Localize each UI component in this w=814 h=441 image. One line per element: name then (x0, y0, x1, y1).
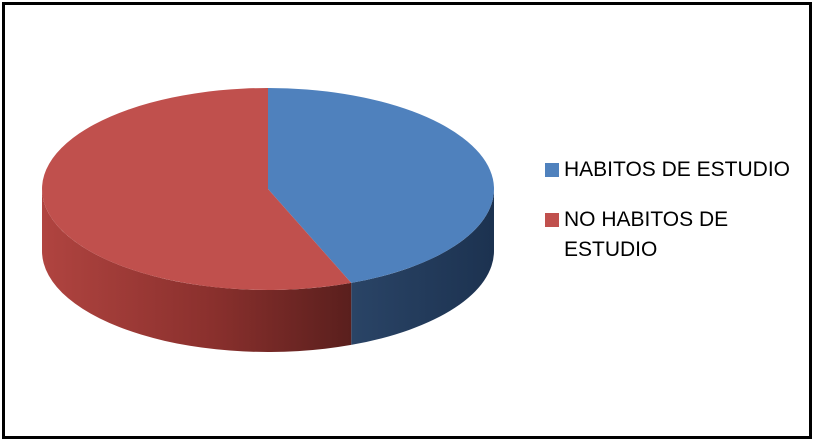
pie-slice-top-0 (268, 87, 495, 283)
legend-label-no-habitos-line1: NO HABITOS DE (564, 208, 729, 231)
pie-chart (41, 87, 495, 353)
legend-label-habitos: HABITOS DE ESTUDIO (564, 158, 790, 181)
legend-item-habitos: HABITOS DE ESTUDIO (545, 155, 814, 185)
legend-swatch-red (545, 213, 559, 227)
pie-sides (41, 189, 494, 353)
pie-slice-top-1 (42, 88, 352, 290)
legend-item-no-habitos: NO HABITOS DE ESTUDIO (545, 205, 814, 265)
legend-swatch-blue (545, 163, 559, 177)
legend-label-no-habitos-line2: ESTUDIO (564, 238, 658, 261)
pie-tops (42, 87, 495, 290)
legend: HABITOS DE ESTUDIO NO HABITOS DE ESTUDIO (545, 155, 814, 285)
pie-slice-side-1 (41, 189, 352, 353)
pie-slice-side-0 (351, 189, 494, 345)
